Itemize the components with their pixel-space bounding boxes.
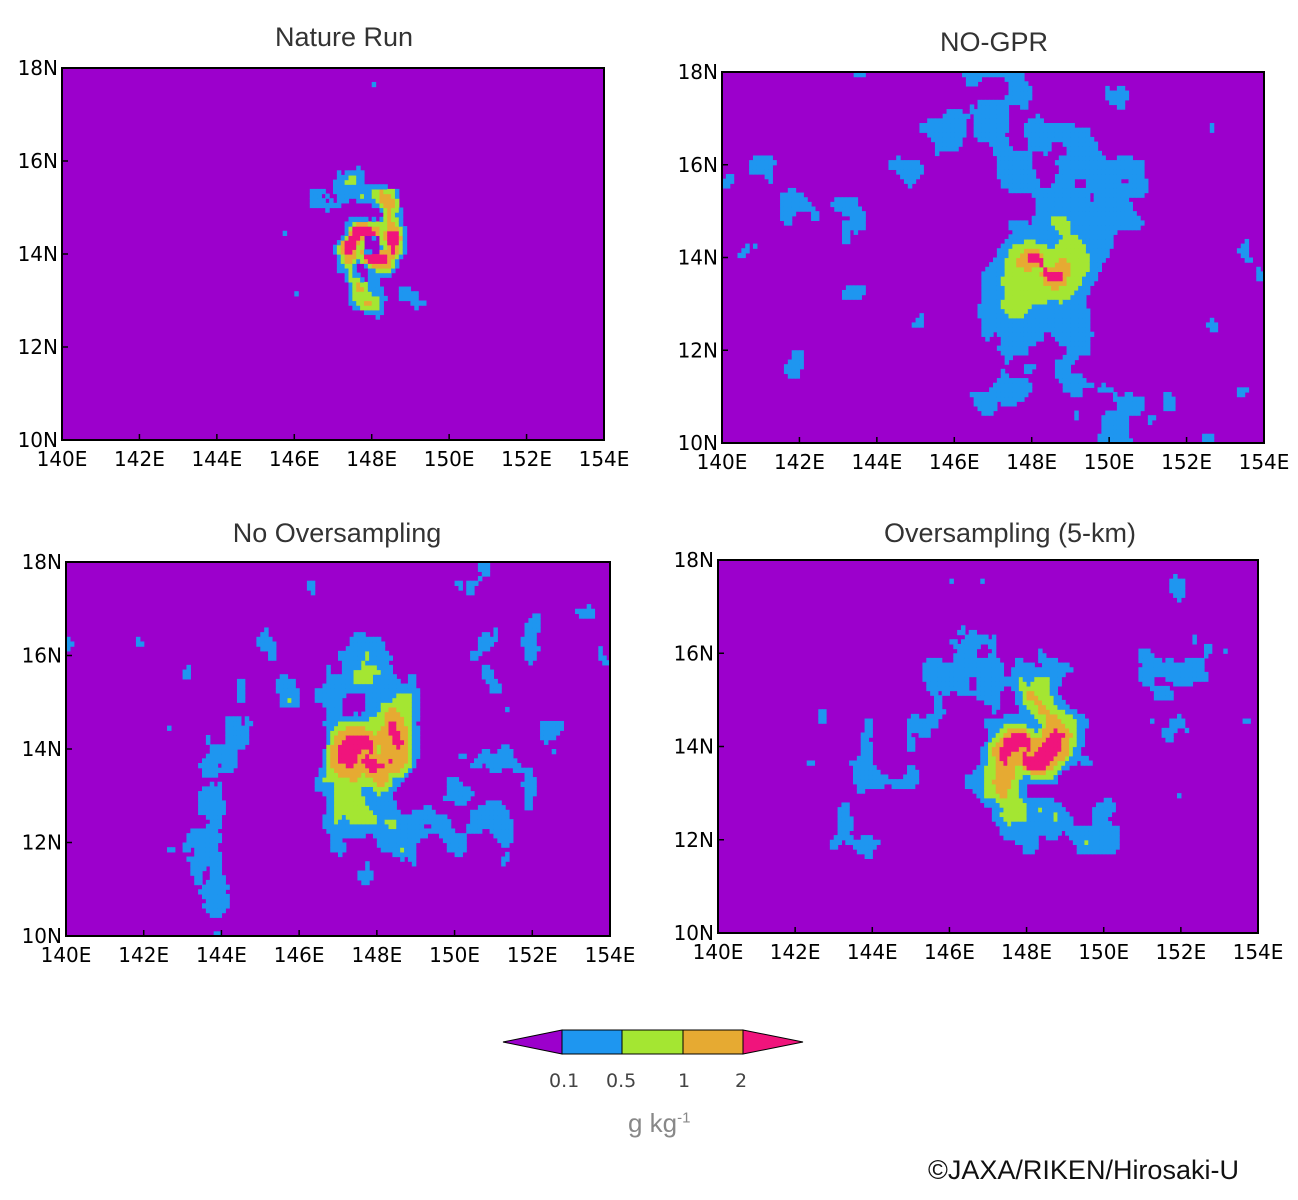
y-tick-label-14N: 14N bbox=[22, 737, 62, 761]
colorbar-label-0.1: 0.1 bbox=[549, 1070, 580, 1092]
hydrometeor-field bbox=[282, 81, 427, 320]
y-tick-label-12N: 12N bbox=[674, 828, 714, 852]
panel-title-nature-run: Nature Run bbox=[274, 22, 414, 52]
y-tick-label-14N: 14N bbox=[674, 735, 714, 759]
y-tick-label-14N: 14N bbox=[18, 242, 58, 266]
panel-title-no-gpr: NO-GPR bbox=[940, 27, 1048, 57]
map-panel-no-gpr: 140E 142E 144E 146E 148E 150E 152E 154E 10N 12N 14… bbox=[678, 60, 1290, 474]
panel-title-no-oversampling: No Oversampling bbox=[232, 518, 442, 548]
y-tick-label-10N: 10N bbox=[674, 921, 714, 945]
x-tick-label-146E: 146E bbox=[274, 943, 325, 967]
hydrometeor-field bbox=[722, 72, 1265, 444]
x-tick-label-144E: 144E bbox=[196, 943, 247, 967]
x-tick-label-142E: 142E bbox=[118, 943, 169, 967]
y-tick-label-12N: 12N bbox=[22, 831, 62, 855]
x-tick-label-148E: 148E bbox=[346, 447, 397, 471]
x-tick-label-150E: 150E bbox=[424, 447, 475, 471]
y-tick-label-16N: 16N bbox=[678, 153, 718, 177]
colorbar-label-0.5: 0.5 bbox=[606, 1070, 637, 1092]
colorbar-unit: g kg-1 bbox=[628, 1108, 691, 1139]
hydrometeor-field bbox=[66, 562, 611, 937]
colorbar-segment-1-2 bbox=[682, 1029, 744, 1055]
x-tick-label-152E: 152E bbox=[501, 447, 552, 471]
x-tick-label-154E: 154E bbox=[585, 943, 636, 967]
hydrometeor-field bbox=[806, 573, 1251, 859]
x-tick-label-144E: 144E bbox=[847, 940, 898, 964]
x-tick-label-150E: 150E bbox=[1078, 940, 1129, 964]
x-tick-label-150E: 150E bbox=[1084, 450, 1135, 474]
colorbar-label-1: 1 bbox=[678, 1070, 691, 1092]
y-tick-label-18N: 18N bbox=[22, 550, 62, 574]
colorbar-segment-below-0.1 bbox=[502, 1029, 563, 1055]
x-tick-label-140E: 140E bbox=[41, 943, 92, 967]
y-tick-label-16N: 16N bbox=[18, 149, 58, 173]
x-tick-label-148E: 148E bbox=[1001, 940, 1052, 964]
x-tick-label-142E: 142E bbox=[774, 450, 825, 474]
x-tick-label-146E: 146E bbox=[929, 450, 980, 474]
x-tick-label-154E: 154E bbox=[1239, 450, 1290, 474]
y-tick-label-18N: 18N bbox=[674, 548, 714, 572]
x-tick-label-152E: 152E bbox=[1155, 940, 1206, 964]
x-tick-label-152E: 152E bbox=[1161, 450, 1212, 474]
x-tick-label-140E: 140E bbox=[37, 447, 88, 471]
x-tick-label-146E: 146E bbox=[924, 940, 975, 964]
y-tick-label-16N: 16N bbox=[674, 641, 714, 665]
y-tick-label-18N: 18N bbox=[678, 60, 718, 84]
colorbar-label-2: 2 bbox=[735, 1070, 748, 1092]
unit-base: g kg bbox=[628, 1108, 678, 1138]
x-tick-label-154E: 154E bbox=[579, 447, 630, 471]
x-tick-label-144E: 144E bbox=[851, 450, 902, 474]
map-panel-no-oversampling: 140E 142E 144E 146E 148E 150E 152E 154E 10N 12N 14… bbox=[22, 550, 636, 967]
colorbar-segment-0.5-1 bbox=[621, 1029, 684, 1055]
y-tick-label-18N: 18N bbox=[18, 56, 58, 80]
y-tick-label-12N: 12N bbox=[678, 338, 718, 362]
colorbar bbox=[502, 1029, 804, 1055]
y-tick-label-14N: 14N bbox=[678, 246, 718, 270]
unit-exponent: -1 bbox=[677, 1109, 691, 1127]
y-tick-label-10N: 10N bbox=[22, 924, 62, 948]
map-panel-oversampling-5km: 140E 142E 144E 146E 148E 150E 152E 154E 10N 12N 14… bbox=[674, 548, 1284, 964]
colorbar-segment-0.1-0.5 bbox=[561, 1029, 623, 1055]
y-tick-label-12N: 12N bbox=[18, 335, 58, 359]
colorbar-segment-above-2 bbox=[742, 1029, 804, 1055]
x-tick-label-142E: 142E bbox=[114, 447, 165, 471]
copyright-credit: ©JAXA/RIKEN/Hirosaki-U bbox=[928, 1155, 1239, 1185]
x-tick-label-154E: 154E bbox=[1233, 940, 1284, 964]
x-tick-label-142E: 142E bbox=[770, 940, 821, 964]
x-tick-label-148E: 148E bbox=[1006, 450, 1057, 474]
map-panel-nature-run: 140E 142E 144E 146E 148E 150E 152E 154E 10N 12N 14… bbox=[18, 56, 630, 471]
y-tick-label-10N: 10N bbox=[678, 431, 718, 455]
x-tick-label-148E: 148E bbox=[351, 943, 402, 967]
y-tick-label-16N: 16N bbox=[22, 644, 62, 668]
y-tick-label-10N: 10N bbox=[18, 428, 58, 452]
x-tick-label-144E: 144E bbox=[191, 447, 242, 471]
x-tick-label-152E: 152E bbox=[507, 943, 558, 967]
x-tick-label-150E: 150E bbox=[429, 943, 480, 967]
panel-title-oversampling-5km: Oversampling (5-km) bbox=[883, 518, 1137, 548]
x-tick-label-146E: 146E bbox=[269, 447, 320, 471]
x-tick-label-140E: 140E bbox=[697, 450, 748, 474]
x-tick-label-140E: 140E bbox=[693, 940, 744, 964]
